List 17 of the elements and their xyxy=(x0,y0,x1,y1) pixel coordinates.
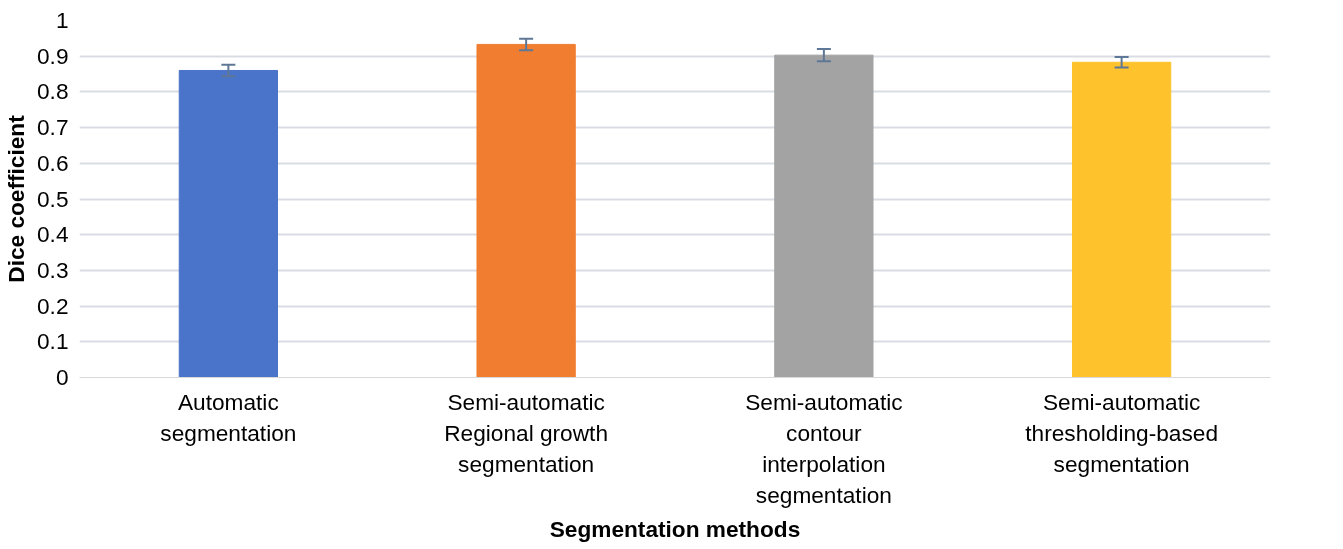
x-tick-label: Semi-automatic thresholding-based segmentation xyxy=(1025,388,1218,477)
y-tick-label: 0.7 xyxy=(37,114,69,141)
y-tick-label: 0.9 xyxy=(37,42,69,69)
y-tick-label: 0.6 xyxy=(37,149,69,176)
x-tick-label: Semi-automatic contour interpolation segmentation xyxy=(745,388,903,509)
x-tick-label: Semi-automatic Regional growth segmentation xyxy=(444,388,608,477)
y-tick-label: 0.2 xyxy=(37,292,69,319)
y-axis-title: Dice coefficient xyxy=(3,114,29,283)
y-tick-label: 0 xyxy=(55,364,69,390)
y-tick-label: 0.4 xyxy=(37,221,69,248)
y-tick-label: 1 xyxy=(55,7,69,33)
y-tick-label: 0.3 xyxy=(37,256,69,283)
y-tick-label: 0.1 xyxy=(37,328,69,355)
y-tick-label: 0.5 xyxy=(37,185,69,212)
x-axis-title: Segmentation methods xyxy=(549,516,801,543)
y-tick-label: 0.8 xyxy=(37,78,69,105)
x-tick-label: Automatic segmentation xyxy=(160,388,297,446)
